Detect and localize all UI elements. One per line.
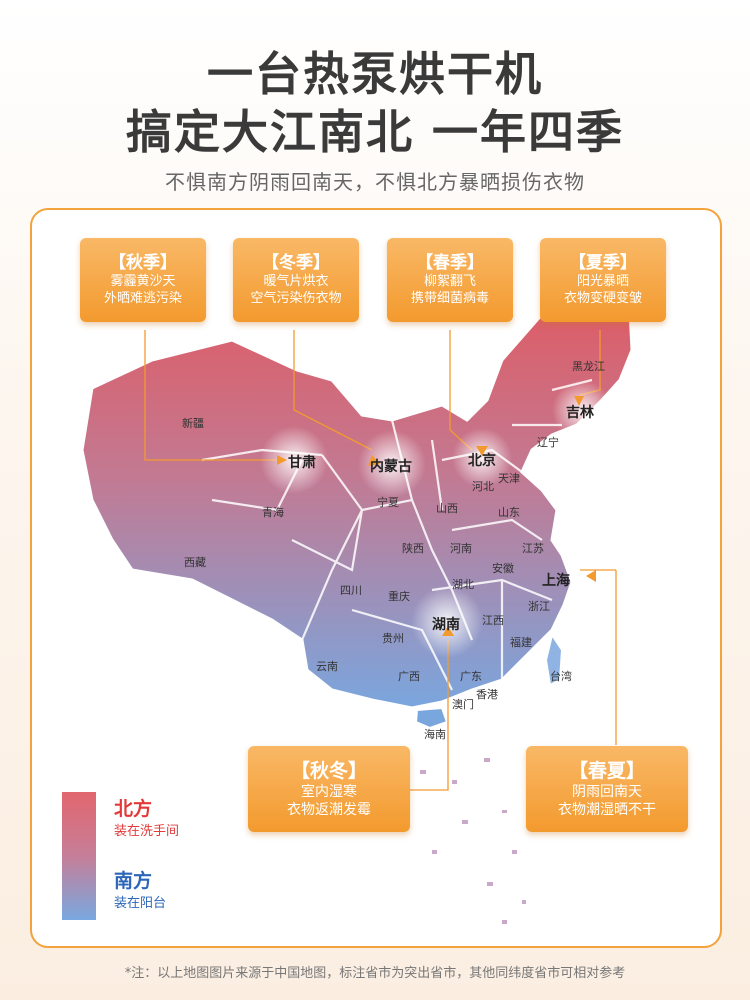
city-shanghai: 上海 (542, 573, 570, 589)
callout-spring-summer-line2: 衣物潮湿晒不干 (558, 802, 656, 818)
legend-north-title: 北方 (114, 798, 153, 820)
callout-winter: 【冬季】 暖气片烘衣 空气污染伤衣物 (233, 238, 359, 322)
label-henan: 河南 (450, 542, 472, 555)
callout-autumn-winter-title: 【秋冬】 (290, 760, 367, 782)
callout-winter-title: 【冬季】 (262, 253, 330, 273)
label-xizang: 西藏 (184, 556, 206, 569)
callout-autumn: 【秋季】 雾霾黄沙天 外晒难逃污染 (80, 238, 206, 322)
callout-spring-line1: 柳絮翻飞 (423, 274, 476, 289)
page-title-line2: 搞定大江南北 一年四季 (125, 105, 624, 159)
label-qinghai: 青海 (262, 506, 284, 519)
callout-autumn-line2: 外晒难逃污染 (103, 291, 182, 306)
label-xianggang: 香港 (476, 688, 498, 701)
label-fujian: 福建 (510, 636, 532, 649)
legend-north-sub: 装在洗手间 (114, 824, 180, 839)
label-guangdong: 广东 (460, 670, 482, 683)
city-glows (260, 380, 612, 658)
callout-summer-title: 【夏季】 (569, 253, 637, 273)
label-zhejiang: 浙江 (528, 600, 550, 613)
hainan-island (414, 706, 449, 730)
label-aomen: 澳门 (452, 698, 474, 711)
label-shandong: 山东 (498, 506, 520, 519)
label-hubei: 湖北 (452, 578, 474, 591)
label-jiangxi: 江西 (482, 614, 504, 627)
legend-south-sub: 装在阳台 (114, 896, 167, 911)
label-yunnan: 云南 (316, 660, 338, 673)
callout-spring-summer: 【春夏】 阴雨回南天 衣物潮湿晒不干 (526, 746, 688, 832)
label-heilongjiang: 黑龙江 (572, 360, 605, 373)
china-map (80, 288, 634, 924)
city-gansu: 甘肃 (288, 455, 316, 471)
south-sea-islands (420, 758, 526, 924)
city-beijing: 北京 (468, 453, 496, 469)
callout-autumn-title: 【秋季】 (109, 253, 177, 273)
legend-south-title: 南方 (114, 870, 153, 892)
label-ningxia: 宁夏 (377, 496, 399, 509)
legend-gradient-bar (62, 792, 96, 920)
label-tianjin: 天津 (498, 472, 520, 485)
china-landmass (80, 288, 634, 710)
taiwan-island (544, 632, 564, 687)
label-guizhou: 贵州 (382, 632, 404, 645)
callout-winter-line1: 暖气片烘衣 (263, 274, 329, 289)
page-title-line1: 一台热泵烘干机 (207, 47, 543, 101)
label-hebei: 河北 (472, 480, 494, 493)
callout-summer: 【夏季】 阳光暴晒 衣物变硬变皱 (540, 238, 666, 322)
label-shanxi: 山西 (436, 502, 458, 515)
label-guangxi: 广西 (398, 670, 420, 683)
page-subtitle: 不惧南方阴雨回南天，不惧北方暴晒损伤衣物 (165, 170, 585, 194)
callout-summer-line1: 阳光暴晒 (576, 274, 629, 289)
label-taiwan: 台湾 (550, 670, 572, 683)
callout-summer-line2: 衣物变硬变皱 (563, 291, 642, 306)
label-hainan: 海南 (424, 728, 446, 741)
label-xinjiang: 新疆 (182, 417, 204, 430)
callout-spring-title: 【春季】 (416, 253, 484, 273)
legend: 北方 装在洗手间 南方 装在阳台 (38, 780, 218, 930)
city-markers (277, 396, 596, 636)
callout-autumn-line1: 雾霾黄沙天 (110, 274, 176, 289)
callout-spring-summer-line1: 阴雨回南天 (572, 784, 642, 800)
city-neimenggu: 内蒙古 (370, 459, 412, 475)
label-shaanxi: 陕西 (402, 542, 424, 555)
callout-autumn-winter: 【秋冬】 室内湿寒 衣物返潮发霉 (248, 746, 410, 832)
label-jiangsu: 江苏 (522, 542, 544, 555)
footnote: *注：以上地图图片来源于中国地图，标注省市为突出省市，其他同纬度省市可相对参考 (124, 966, 626, 981)
callout-autumn-winter-line2: 衣物返潮发霉 (287, 802, 371, 818)
label-anhui: 安徽 (492, 562, 514, 575)
label-sichuan: 四川 (340, 584, 362, 597)
callout-spring-line2: 携带细菌病毒 (410, 291, 489, 306)
callout-autumn-winter-line1: 室内湿寒 (301, 784, 357, 800)
callout-spring-summer-title: 【春夏】 (568, 760, 645, 782)
map-panel: 新疆 西藏 青海 黑龙江 辽宁 天津 河北 宁夏 山西 山东 陕西 河南 江苏 … (30, 208, 722, 948)
label-liaoning: 辽宁 (537, 436, 559, 449)
label-chongqing: 重庆 (388, 590, 410, 603)
callout-spring: 【春季】 柳絮翻飞 携带细菌病毒 (387, 238, 513, 322)
city-hunan: 湖南 (432, 617, 460, 633)
city-jilin: 吉林 (566, 405, 594, 421)
callout-winter-line2: 空气污染伤衣物 (250, 291, 342, 306)
